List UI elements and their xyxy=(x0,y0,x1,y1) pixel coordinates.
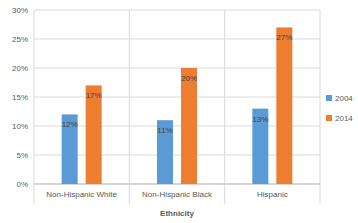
legend-swatch xyxy=(326,115,332,121)
x-tick-label: Non-Hispanic White xyxy=(46,190,117,199)
category-separator xyxy=(320,10,321,204)
data-label: 17% xyxy=(86,91,102,100)
y-tick-label: 5% xyxy=(16,151,28,160)
data-label: 13% xyxy=(252,115,268,124)
category-separator xyxy=(129,10,130,204)
grid-line xyxy=(34,10,320,11)
y-tick-label: 25% xyxy=(12,35,28,44)
bar xyxy=(252,109,268,184)
data-label: 11% xyxy=(157,126,172,135)
y-tick-label: 30% xyxy=(12,6,28,15)
data-labels: 12% 11% 13% 17% 20% 27% xyxy=(62,33,293,135)
x-tick-label: Hispanic xyxy=(257,190,288,199)
bar xyxy=(181,68,197,184)
y-tick-label: 10% xyxy=(12,122,28,131)
bar xyxy=(276,27,292,184)
x-tick-label: Non-Hispanic Black xyxy=(142,190,213,199)
bar xyxy=(157,120,173,184)
y-tick-label: 20% xyxy=(12,64,28,73)
data-label: 20% xyxy=(181,74,197,83)
x-axis-title: Ethnicity xyxy=(160,209,194,218)
legend-label: 2004 xyxy=(335,94,353,103)
data-label: 12% xyxy=(62,120,78,129)
legend-swatch xyxy=(326,95,332,101)
legend-label: 2014 xyxy=(335,114,353,123)
category-separator xyxy=(34,10,35,204)
y-tick-label: 15% xyxy=(12,93,28,102)
y-tick-label: 0% xyxy=(16,180,28,189)
bars xyxy=(62,27,293,184)
bar xyxy=(62,114,78,184)
bar xyxy=(86,85,102,184)
chart: 0% 5% 10% 15% 20% 25% 30% 12% 11% 13% 17% 20% 27% Non… xyxy=(0,0,358,223)
category-separator xyxy=(224,10,225,204)
data-label: 27% xyxy=(276,33,292,42)
